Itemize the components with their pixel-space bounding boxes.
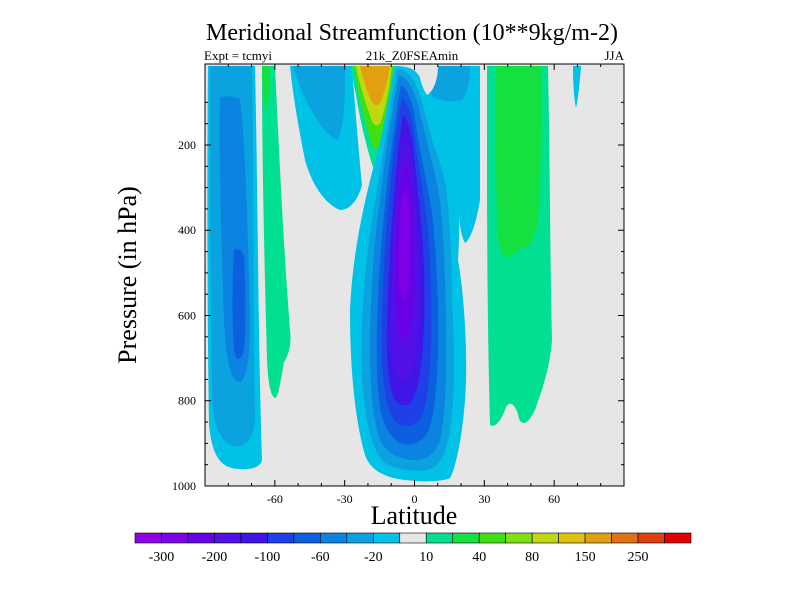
x-axis: -60 -30 0 30 60	[204, 64, 625, 506]
contour-south-positive-1	[262, 66, 291, 398]
season-label: JJA	[604, 48, 624, 63]
colorbar-label: -20	[364, 550, 383, 565]
colorbar-swatch	[452, 532, 480, 544]
colorbar-swatch	[584, 532, 612, 544]
colorbar-label: -300	[149, 550, 175, 565]
y-tick-label: 1000	[172, 479, 196, 493]
colorbar-swatch	[478, 532, 506, 544]
contour-south-upper-negative-2	[293, 66, 346, 140]
chart-title: Meridional Streamfunction (10**9kg/m-2)	[206, 20, 618, 46]
colorbar-swatch	[267, 532, 295, 544]
colorbar-label: 150	[575, 550, 596, 565]
colorbar-swatch	[187, 532, 215, 544]
x-tick-label: -30	[337, 492, 353, 506]
colorbar-swatch	[320, 532, 348, 544]
colorbar-swatch	[531, 532, 559, 544]
colorbar-swatch	[134, 532, 162, 544]
colorbar-swatch	[611, 532, 639, 544]
contour-plume-4	[360, 66, 390, 106]
x-tick-label: 0	[412, 492, 418, 506]
colorbar-label: 10	[419, 550, 433, 565]
experiment-label: Expt = tcmyi	[204, 48, 272, 63]
contour-polar-negative	[573, 66, 581, 108]
colorbar-label: 250	[628, 550, 649, 565]
y-tick-label: 600	[178, 308, 196, 322]
run-label: 21k_Z0FSEAmin	[366, 48, 459, 63]
y-tick-label: 400	[178, 223, 196, 237]
y-tick-label: 800	[178, 394, 196, 408]
colorbar-label: -100	[255, 550, 281, 565]
x-tick-label: 60	[548, 492, 560, 506]
colorbar-swatch	[372, 532, 401, 544]
contour-north-divider	[480, 66, 487, 334]
colorbar-swatch	[214, 532, 242, 544]
colorbar-label: -60	[311, 550, 330, 565]
contour-north-positive-2	[495, 66, 542, 258]
contour-north-upper-gap	[418, 66, 438, 95]
x-tick-label: 30	[478, 492, 490, 506]
y-axis: 200 400 600 800 1000	[172, 101, 624, 493]
colorbar-swatch	[293, 532, 321, 544]
colorbar-swatch	[637, 532, 665, 544]
colorbar-label: -200	[202, 550, 228, 565]
colorbar-swatch	[346, 532, 374, 544]
colorbar-swatch	[425, 532, 454, 544]
colorbar: -300 -200 -100 -60 -20 10 40 80 150 250	[134, 532, 692, 565]
contour-north-upper-negative-1	[422, 66, 481, 243]
y-tick-label: 200	[178, 138, 196, 152]
y-axis-title: Pressure (in hPa)	[113, 186, 142, 364]
contour-south-negative-4	[232, 249, 246, 359]
plot-area: -60 -30 0 30 60 200 400 600 800 1000	[172, 63, 625, 506]
x-axis-title: Latitude	[371, 501, 458, 530]
contour-hadley-9	[398, 190, 410, 300]
colorbar-swatch	[664, 532, 692, 544]
contour-south-positive-2	[262, 66, 270, 112]
colorbar-swatch	[505, 532, 533, 544]
colorbar-label: 80	[525, 550, 539, 565]
colorbar-swatch	[558, 532, 586, 544]
colorbar-swatch	[161, 532, 189, 544]
x-tick-label: -60	[267, 492, 283, 506]
colorbar-swatch	[399, 532, 427, 544]
colorbar-label: 40	[472, 550, 486, 565]
colorbar-swatch	[240, 532, 268, 544]
